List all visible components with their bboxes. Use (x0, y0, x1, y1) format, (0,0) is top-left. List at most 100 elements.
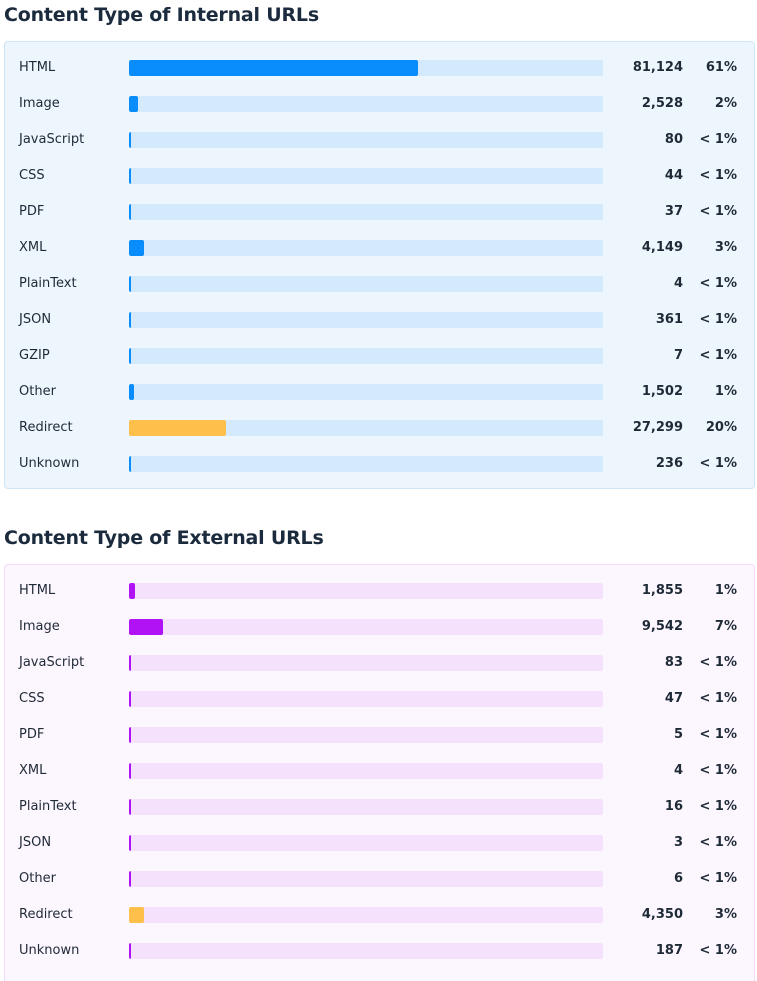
bar-track (129, 871, 603, 887)
bar-fill (129, 168, 131, 184)
external-row-xml[interactable]: XML 4 < 1% (5, 753, 754, 789)
row-percent: < 1% (699, 276, 738, 291)
bar-fill (129, 420, 227, 436)
bar-fill (129, 763, 131, 779)
internal-row-unknown[interactable]: Unknown 236 < 1% (5, 446, 754, 482)
row-count: 187 (655, 943, 683, 958)
row-percent: 1% (714, 384, 737, 399)
bar-track (129, 763, 603, 779)
external-rows: HTML 1,855 1% Image 9,542 7% JavaScript 83 < 1% C… (5, 573, 754, 969)
internal-row-html[interactable]: HTML 81,124 61% (5, 50, 754, 86)
row-percent: < 1% (699, 799, 738, 814)
row-label: PlainText (19, 799, 77, 814)
row-percent: 20% (705, 420, 737, 435)
internal-row-json[interactable]: JSON 361 < 1% (5, 302, 754, 338)
row-label: JSON (19, 312, 52, 327)
row-label: PlainText (19, 276, 77, 291)
bar-track (129, 168, 603, 184)
bar-track (129, 456, 603, 472)
row-percent: < 1% (699, 655, 738, 670)
row-count: 6 (673, 871, 683, 886)
row-label: Unknown (19, 943, 80, 958)
internal-row-image[interactable]: Image 2,528 2% (5, 86, 754, 122)
internal-row-javascript[interactable]: JavaScript 80 < 1% (5, 122, 754, 158)
bar-fill (129, 619, 163, 635)
row-percent: 1% (714, 583, 737, 598)
row-count: 47 (664, 691, 683, 706)
row-label: Redirect (19, 420, 73, 435)
bar-track (129, 619, 603, 635)
bar-fill (129, 60, 419, 76)
row-percent: < 1% (699, 456, 738, 471)
row-label: Redirect (19, 907, 73, 922)
bar-track (129, 583, 603, 599)
external-row-other[interactable]: Other 6 < 1% (5, 861, 754, 897)
row-count: 3 (673, 835, 683, 850)
row-percent: < 1% (699, 943, 738, 958)
bar-fill (129, 727, 131, 743)
row-percent: < 1% (699, 168, 738, 183)
row-count: 83 (664, 655, 683, 670)
internal-row-pdf[interactable]: PDF 37 < 1% (5, 194, 754, 230)
bar-fill (129, 96, 138, 112)
bar-track (129, 312, 603, 328)
row-count: 4,350 (641, 907, 683, 922)
internal-row-gzip[interactable]: GZIP 7 < 1% (5, 338, 754, 374)
row-percent: < 1% (699, 204, 738, 219)
bar-track (129, 799, 603, 815)
external-row-unknown[interactable]: Unknown 187 < 1% (5, 933, 754, 969)
bar-fill (129, 835, 131, 851)
external-section-title: Content Type of External URLs (4, 527, 324, 549)
row-label: XML (19, 240, 47, 255)
internal-row-redirect[interactable]: Redirect 27,299 20% (5, 410, 754, 446)
row-count: 27,299 (632, 420, 683, 435)
internal-row-other[interactable]: Other 1,502 1% (5, 374, 754, 410)
row-percent: < 1% (699, 132, 738, 147)
bar-track (129, 204, 603, 220)
row-percent: 3% (714, 907, 737, 922)
row-count: 16 (664, 799, 683, 814)
row-label: GZIP (19, 348, 50, 363)
internal-row-css[interactable]: CSS 44 < 1% (5, 158, 754, 194)
row-count: 361 (655, 312, 683, 327)
internal-row-plaintext[interactable]: PlainText 4 < 1% (5, 266, 754, 302)
row-label: HTML (19, 60, 56, 75)
row-percent: < 1% (699, 871, 738, 886)
row-percent: 3% (714, 240, 737, 255)
row-count: 37 (664, 204, 683, 219)
bar-track (129, 60, 603, 76)
external-row-plaintext[interactable]: PlainText 16 < 1% (5, 789, 754, 825)
external-row-json[interactable]: JSON 3 < 1% (5, 825, 754, 861)
row-label: CSS (19, 168, 45, 183)
row-count: 81,124 (632, 60, 683, 75)
row-label: JSON (19, 835, 52, 850)
row-percent: < 1% (699, 312, 738, 327)
row-percent: < 1% (699, 691, 738, 706)
row-label: JavaScript (19, 132, 85, 147)
external-row-css[interactable]: CSS 47 < 1% (5, 681, 754, 717)
bar-fill (129, 132, 131, 148)
row-percent: < 1% (699, 348, 738, 363)
external-row-image[interactable]: Image 9,542 7% (5, 609, 754, 645)
bar-track (129, 943, 603, 959)
bar-track (129, 384, 603, 400)
external-row-html[interactable]: HTML 1,855 1% (5, 573, 754, 609)
bar-track (129, 835, 603, 851)
bar-track (129, 420, 603, 436)
row-label: PDF (19, 727, 45, 742)
bar-track (129, 132, 603, 148)
external-row-javascript[interactable]: JavaScript 83 < 1% (5, 645, 754, 681)
external-row-pdf[interactable]: PDF 5 < 1% (5, 717, 754, 753)
bar-fill (129, 456, 131, 472)
row-percent: 2% (714, 96, 737, 111)
bar-fill (129, 691, 131, 707)
row-percent: 7% (714, 619, 737, 634)
bar-track (129, 96, 603, 112)
external-row-redirect[interactable]: Redirect 4,350 3% (5, 897, 754, 933)
row-label: XML (19, 763, 47, 778)
row-label: Other (19, 384, 56, 399)
row-label: Other (19, 871, 56, 886)
bar-track (129, 240, 603, 256)
internal-row-xml[interactable]: XML 4,149 3% (5, 230, 754, 266)
bar-fill (129, 204, 131, 220)
